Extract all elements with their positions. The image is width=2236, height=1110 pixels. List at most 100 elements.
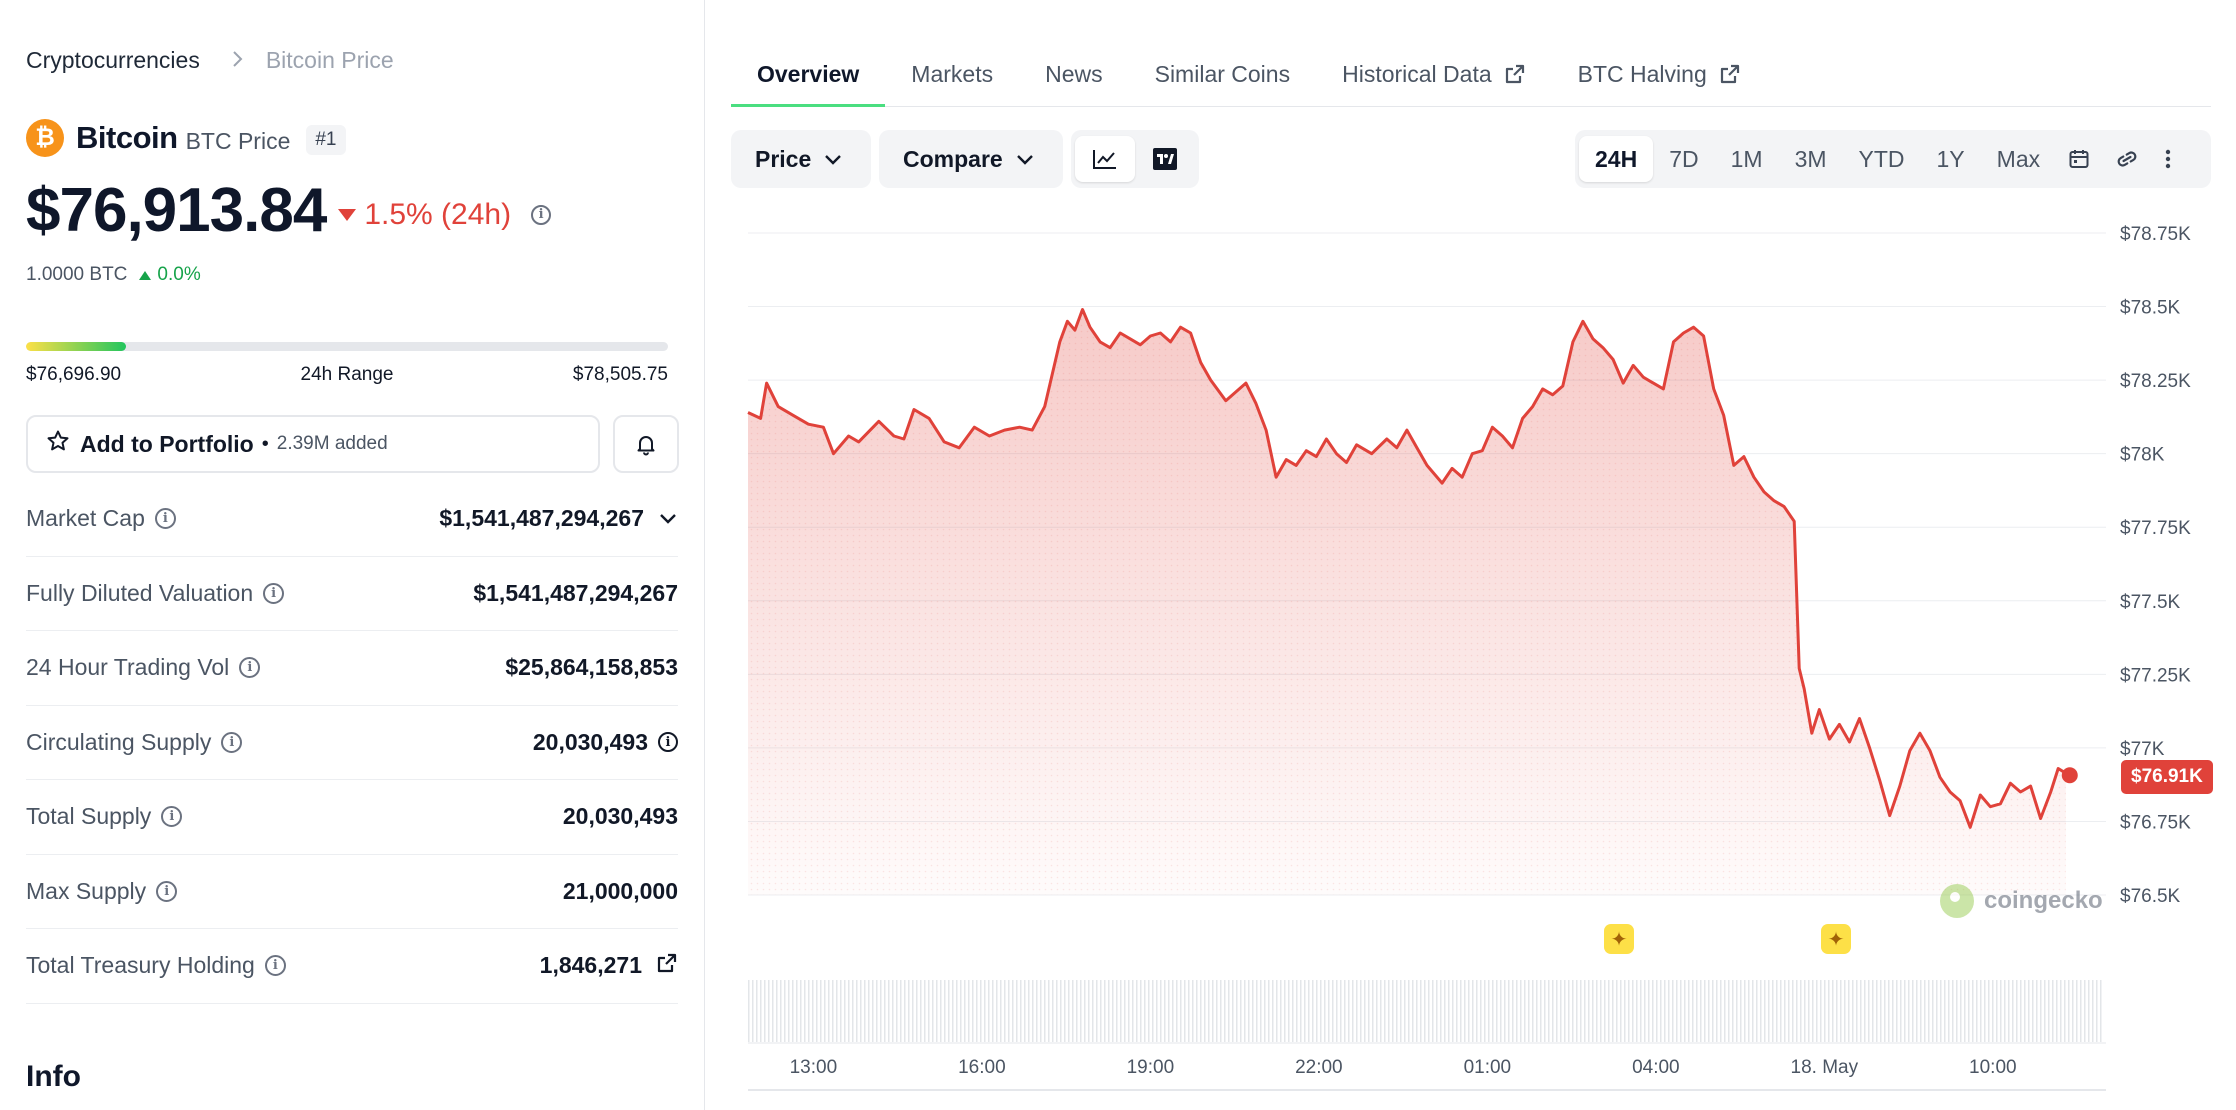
- chevron-right-icon: [232, 48, 244, 74]
- range-max[interactable]: Max: [1996, 145, 2041, 172]
- info-icon[interactable]: i: [263, 582, 285, 604]
- tradingview-button[interactable]: [1135, 136, 1195, 182]
- stat-label: Fully Diluted Valuation: [26, 579, 254, 606]
- range-low: $76,696.90: [26, 364, 122, 385]
- tab-markets[interactable]: Markets: [911, 45, 993, 106]
- coin-summary-panel: Cryptocurrencies Bitcoin Price ₿ Bitcoin…: [0, 0, 705, 1110]
- range-3m[interactable]: 3M: [1794, 145, 1827, 172]
- info-icon[interactable]: i: [161, 806, 183, 828]
- stat-value: 21,000,000: [562, 877, 678, 904]
- tab-label: BTC Halving: [1577, 61, 1707, 87]
- stat-value: $1,541,487,294,267: [439, 505, 644, 532]
- chart-panel: Overview Markets News Similar Coins Hist…: [705, 0, 2236, 1110]
- info-icon[interactable]: i: [154, 508, 176, 530]
- caret-up-icon: [139, 270, 152, 280]
- caret-down-icon: [338, 208, 357, 221]
- info-icon[interactable]: i: [658, 732, 678, 753]
- breadcrumb-cryptocurrencies[interactable]: Cryptocurrencies: [26, 47, 200, 73]
- stat-value: 1,846,271: [539, 952, 642, 979]
- btc-amount: 1.0000 BTC: [26, 264, 128, 285]
- price-dropdown[interactable]: Price: [731, 130, 871, 188]
- range-ytd[interactable]: YTD: [1858, 145, 1905, 172]
- current-price-label: $76.91K: [2121, 760, 2213, 794]
- more-vertical-icon: [2165, 149, 2171, 169]
- stat-label: Total Supply: [26, 803, 152, 830]
- chevron-down-icon[interactable]: [658, 505, 678, 532]
- portfolio-added-count: 2.39M added: [276, 433, 388, 454]
- stat-row-market-cap[interactable]: Market Cap i $1,541,487,294,267: [26, 482, 678, 557]
- info-icon[interactable]: i: [156, 880, 178, 902]
- tab-label: Similar Coins: [1154, 61, 1291, 87]
- chart-toolbar: Price Compare 24H 7D 1M 3M: [731, 130, 2211, 188]
- range-7d[interactable]: 7D: [1669, 145, 1699, 172]
- external-link-icon[interactable]: [656, 952, 678, 980]
- range-label: 24h Range: [300, 364, 394, 385]
- stat-label: Total Treasury Holding: [26, 952, 255, 979]
- range-1m[interactable]: 1M: [1730, 145, 1763, 172]
- external-link-icon: [1719, 63, 1741, 91]
- tab-historical-data[interactable]: Historical Data: [1342, 45, 1526, 106]
- stat-value: 20,030,493: [562, 803, 678, 830]
- range-24h[interactable]: 24H: [1579, 136, 1654, 182]
- star-icon: [46, 429, 70, 460]
- calendar-icon: [2069, 150, 2089, 168]
- price-change-value: 1.5% (24h): [364, 197, 512, 231]
- stat-label: Circulating Supply: [26, 728, 212, 755]
- info-heading: Info: [26, 1060, 81, 1093]
- stat-row-circulating-supply: Circulating Supply i 20,030,493 i: [26, 706, 678, 780]
- stat-value: $25,864,158,853: [505, 654, 678, 681]
- portfolio-separator: •: [261, 432, 269, 455]
- more-options-button[interactable]: [2152, 136, 2184, 182]
- btc-change: 0.0%: [139, 264, 201, 286]
- tab-overview[interactable]: Overview: [730, 45, 886, 107]
- compare-dropdown-label: Compare: [903, 145, 1003, 172]
- chart-type-toggle: [1071, 130, 1199, 188]
- stat-row-total-supply: Total Supply i 20,030,493: [26, 780, 678, 855]
- portfolio-label: Add to Portfolio: [80, 430, 254, 457]
- tab-label: Overview: [757, 61, 860, 87]
- coin-header: ₿ Bitcoin BTC Price #1: [26, 118, 346, 158]
- range-bar-fill: [26, 342, 126, 351]
- add-to-portfolio-button[interactable]: Add to Portfolio • 2.39M added: [26, 415, 600, 473]
- time-range-selector: 24H 7D 1M 3M YTD 1Y Max: [1575, 130, 2211, 188]
- stat-label: Market Cap: [26, 505, 145, 532]
- watermark-text: coingecko: [1984, 887, 2103, 914]
- info-icon[interactable]: i: [221, 731, 243, 753]
- compare-dropdown[interactable]: Compare: [879, 130, 1063, 188]
- bell-icon: [637, 436, 655, 456]
- stat-value: $1,541,487,294,267: [473, 579, 678, 606]
- info-icon[interactable]: i: [264, 955, 286, 977]
- chevron-down-icon: [1015, 146, 1035, 173]
- event-marker[interactable]: ✦: [1821, 924, 1851, 954]
- range-bar: [26, 342, 668, 351]
- share-link-button[interactable]: [2102, 136, 2152, 182]
- event-marker[interactable]: ✦: [1604, 924, 1634, 954]
- current-price: $76,913.84: [26, 176, 327, 245]
- tab-label: News: [1045, 61, 1103, 87]
- range-labels: $76,696.90 24h Range $78,505.75: [26, 364, 668, 386]
- breadcrumb-current: Bitcoin Price: [265, 47, 394, 73]
- stat-label: 24 Hour Trading Vol: [26, 654, 230, 681]
- info-icon[interactable]: i: [239, 657, 261, 679]
- stats-table: Market Cap i $1,541,487,294,267 Fully Dil…: [26, 482, 678, 1004]
- stat-value: 20,030,493: [532, 728, 648, 755]
- tab-news[interactable]: News: [1045, 45, 1103, 106]
- info-icon[interactable]: i: [531, 204, 552, 225]
- price-row: $76,913.84 1.5% (24h) i: [26, 175, 552, 246]
- btc-change-value: 0.0%: [157, 264, 201, 285]
- range-1y[interactable]: 1Y: [1936, 145, 1965, 172]
- line-chart-button[interactable]: [1075, 136, 1135, 182]
- line-chart-icon: [1093, 150, 1116, 169]
- date-picker-button[interactable]: [2056, 136, 2102, 182]
- coin-symbol-label: BTC Price: [185, 127, 291, 154]
- chevron-down-icon: [823, 146, 843, 173]
- rank-badge: #1: [306, 125, 346, 155]
- breadcrumb: Cryptocurrencies Bitcoin Price: [26, 47, 394, 74]
- stat-row-treasury-holding: Total Treasury Holding i 1,846,271: [26, 929, 678, 1004]
- tab-similar-coins[interactable]: Similar Coins: [1155, 45, 1290, 106]
- price-alert-button[interactable]: [613, 415, 679, 473]
- tab-btc-halving[interactable]: BTC Halving: [1578, 45, 1741, 106]
- stat-row-fdv: Fully Diluted Valuation i $1,541,487,294,…: [26, 557, 678, 631]
- tab-bar: Overview Markets News Similar Coins Hist…: [730, 45, 2211, 107]
- tradingview-icon: [1153, 148, 1177, 170]
